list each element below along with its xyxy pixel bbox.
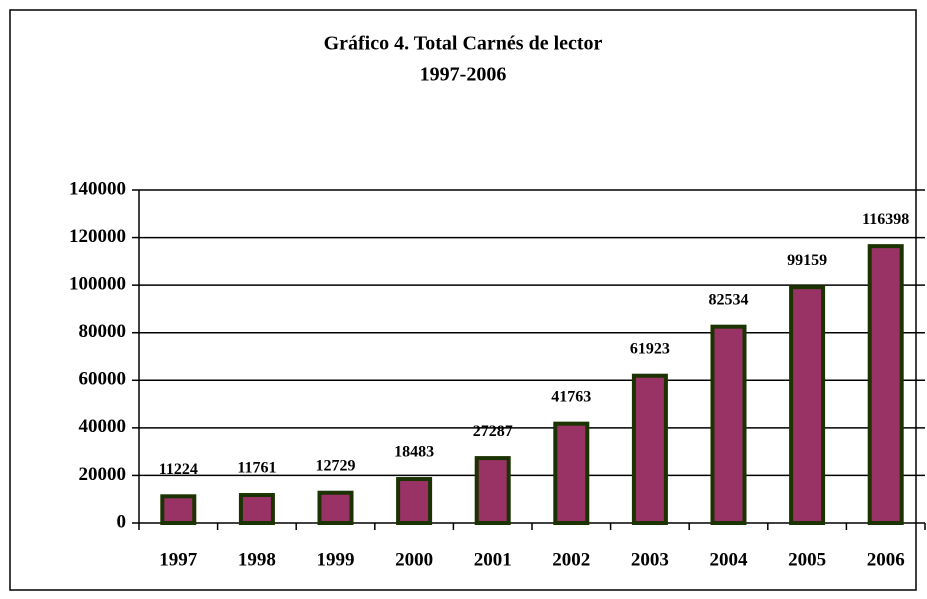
y-tick-label: 100000 xyxy=(69,274,126,295)
value-label: 18483 xyxy=(394,444,434,461)
bar xyxy=(317,490,354,526)
y-tick-label: 140000 xyxy=(69,178,126,199)
value-label: 11761 xyxy=(237,460,276,477)
x-tick-label: 2004 xyxy=(710,549,749,570)
x-tick-label: 2006 xyxy=(867,549,905,570)
bar xyxy=(553,421,590,526)
x-tick-label: 1999 xyxy=(317,549,355,570)
x-tick-label: 2005 xyxy=(788,549,826,570)
value-label: 12729 xyxy=(316,457,356,474)
y-tick-label: 120000 xyxy=(69,226,126,247)
value-label: 99159 xyxy=(787,252,827,269)
x-tick-label: 2002 xyxy=(552,549,590,570)
bar xyxy=(160,494,197,526)
value-label: 61923 xyxy=(630,340,670,357)
bar xyxy=(396,477,433,525)
bar xyxy=(631,373,668,526)
x-tick-label: 1998 xyxy=(238,549,276,570)
x-tick-label: 2001 xyxy=(474,549,512,570)
y-tick-label: 0 xyxy=(117,511,127,532)
chart-frame xyxy=(9,9,917,591)
bar xyxy=(867,244,904,525)
x-tick-label: 1997 xyxy=(159,549,198,570)
value-label: 27287 xyxy=(473,423,513,440)
bar xyxy=(238,493,275,526)
x-tick-label: 2000 xyxy=(395,549,433,570)
value-label: 116398 xyxy=(862,211,909,228)
y-tick-label: 60000 xyxy=(79,369,127,390)
x-tick-label: 2003 xyxy=(631,549,669,570)
y-tick-label: 20000 xyxy=(79,464,127,485)
value-label: 82534 xyxy=(709,291,749,308)
y-tick-label: 80000 xyxy=(79,321,127,342)
bar xyxy=(710,324,747,525)
value-label: 41763 xyxy=(551,388,591,405)
value-label: 11224 xyxy=(159,461,198,478)
chart-subtitle: 1997-2006 xyxy=(420,64,507,86)
chart-title: Gráfico 4. Total Carnés de lector xyxy=(324,33,603,55)
bar xyxy=(789,285,826,526)
bar xyxy=(474,456,511,525)
y-tick-label: 40000 xyxy=(79,416,127,437)
